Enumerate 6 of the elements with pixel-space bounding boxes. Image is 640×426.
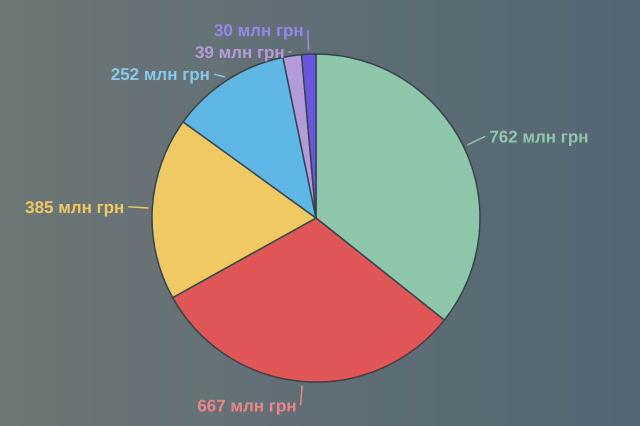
data-label: 385 млн грн: [25, 198, 124, 217]
data-label: 667 млн грн: [197, 396, 297, 416]
data-label: 39 млн грн: [194, 43, 285, 62]
data-label: 252 млн грн: [110, 65, 210, 84]
data-label: 762 млн грн: [489, 127, 589, 146]
data-label: 30 млн грн: [214, 21, 304, 40]
